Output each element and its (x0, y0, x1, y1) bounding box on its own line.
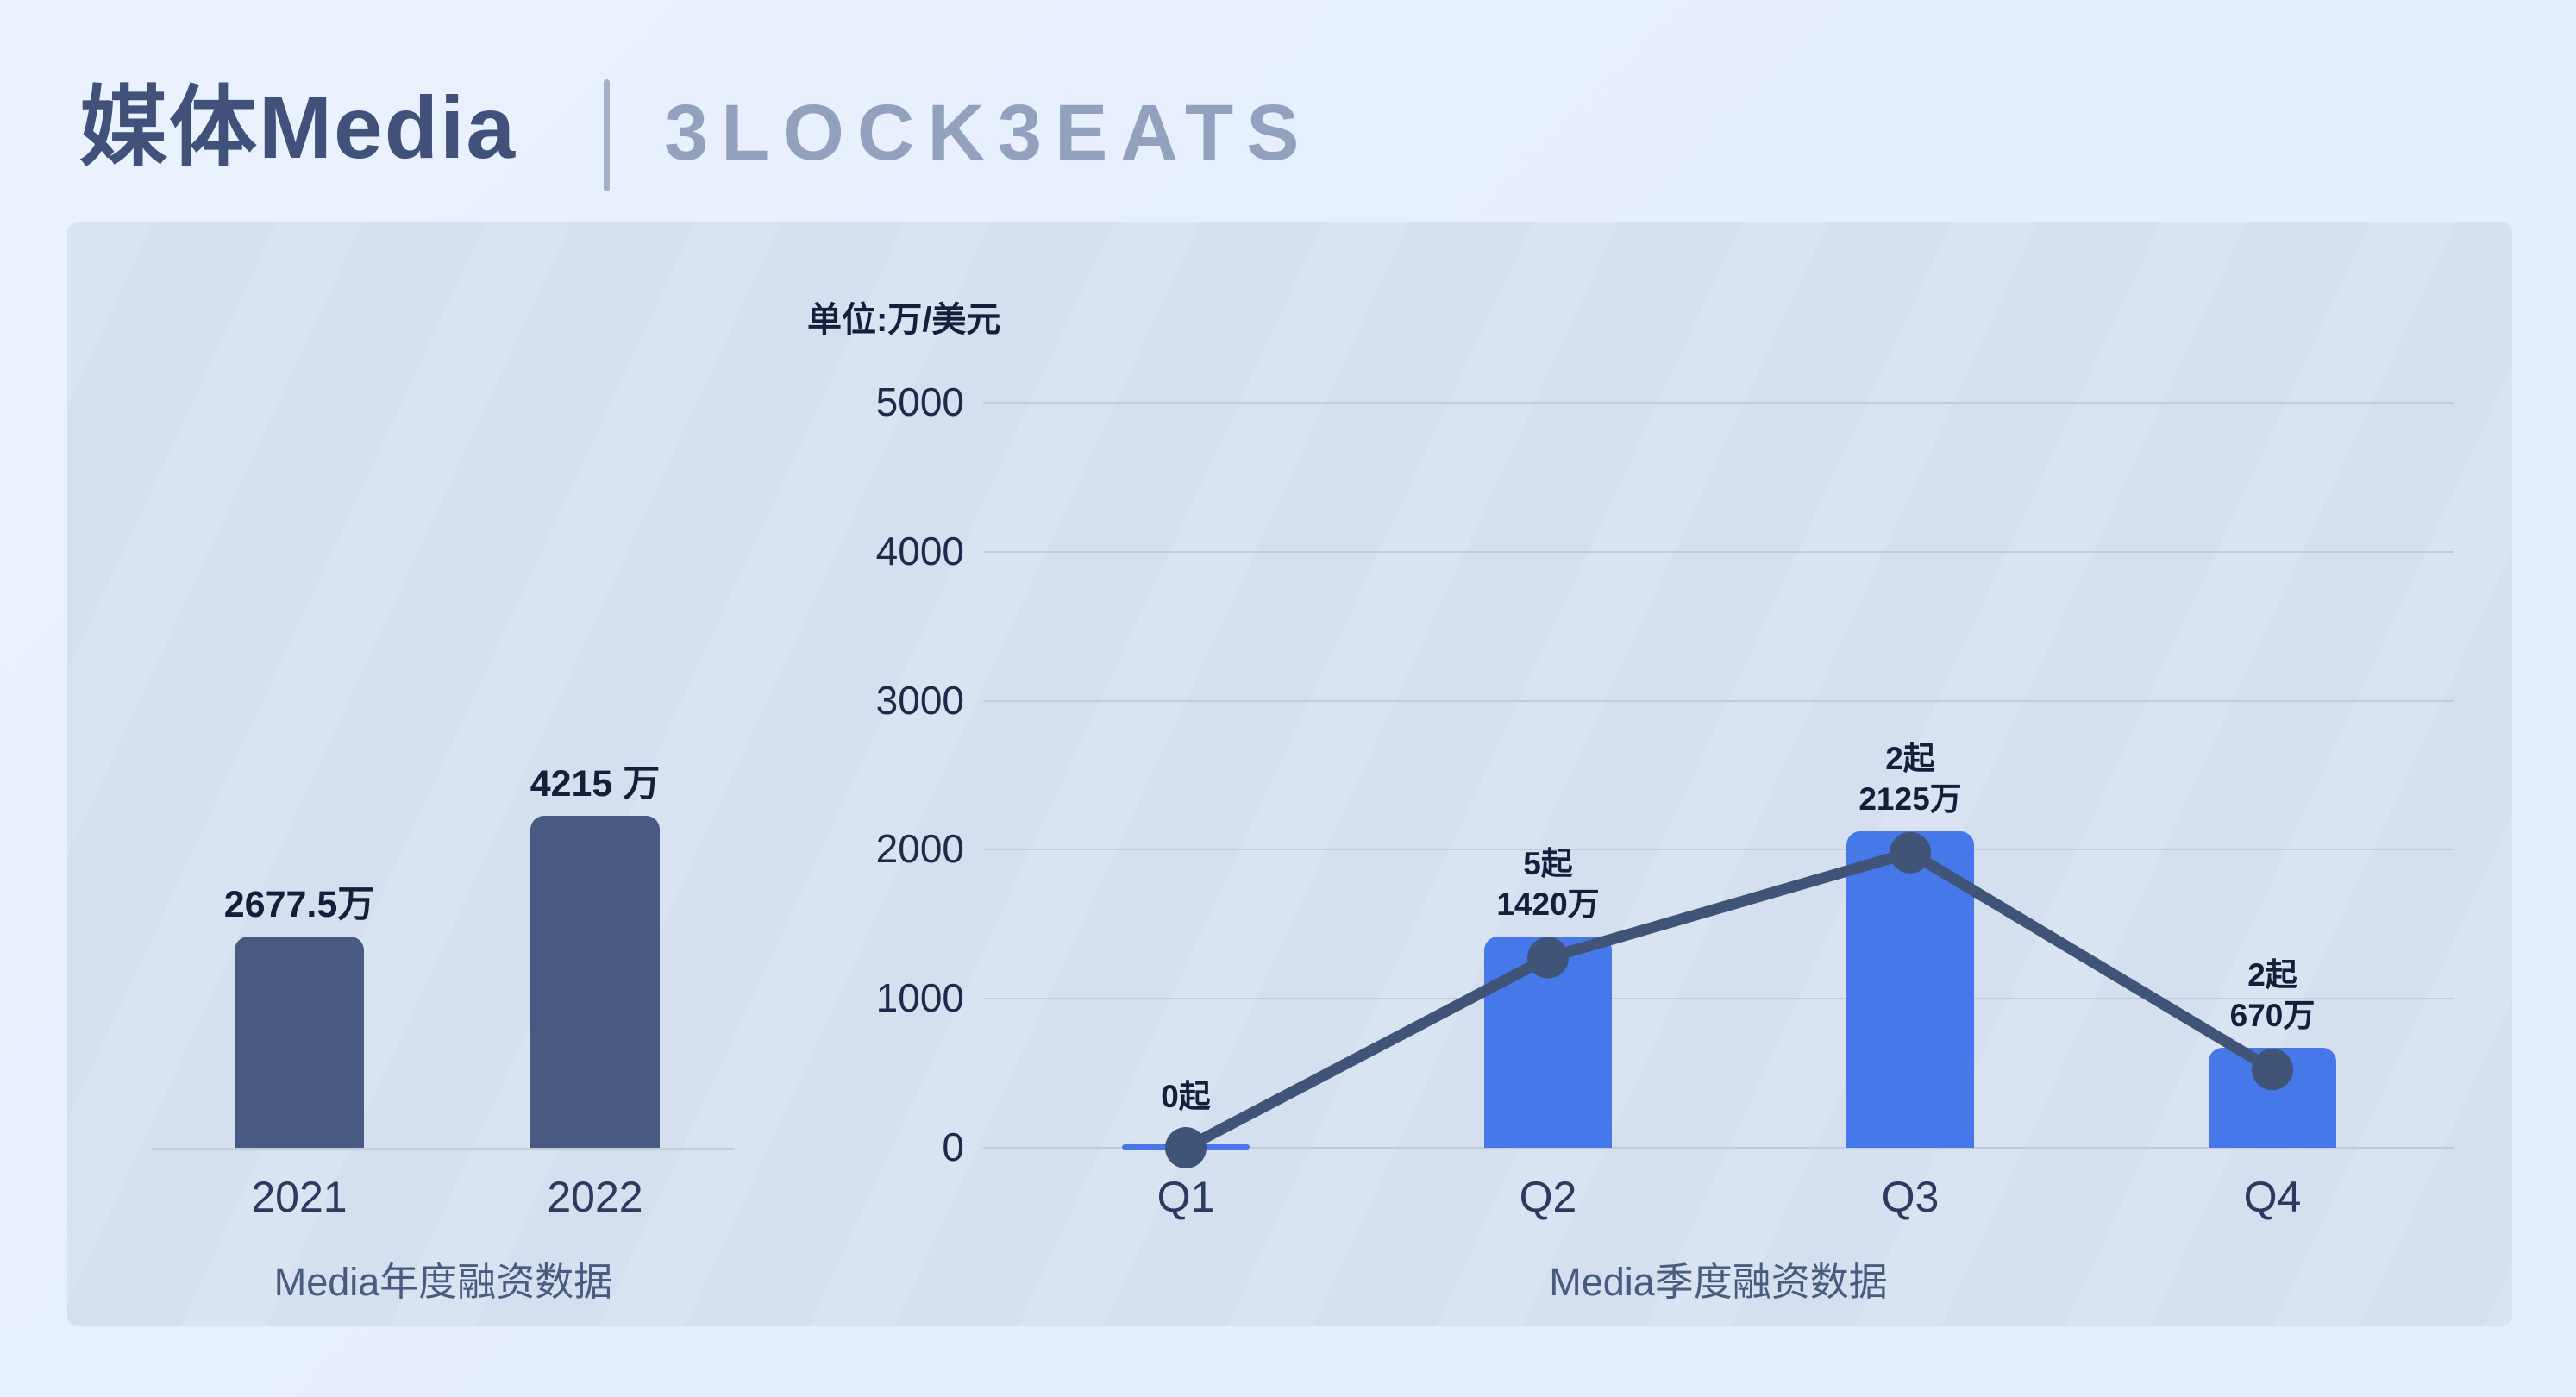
annual-bar-value-label: 4215 万 (530, 763, 661, 805)
y-tick-label: 0 (942, 1124, 964, 1169)
y-axis-unit-label: 单位:万/美元 (807, 301, 1001, 339)
quarterly-x-tick-label: Q1 (1156, 1173, 1215, 1221)
y-tick-label: 4000 (875, 528, 964, 573)
annual-x-tick-label: 2022 (547, 1173, 643, 1221)
trend-line-svg (1165, 831, 2293, 1168)
gridline-y0 (983, 1147, 2454, 1149)
page-title: 媒体Media (79, 78, 517, 177)
gridline-y1000 (983, 998, 2454, 1000)
annual-funding-chart: 2677.5万 2021 4215 万 2022 Media年度融资数据 (67, 222, 2512, 1326)
quarterly-funding-chart: 5000 4000 3000 2000 1000 0 0起 Q1 5起 1420万 Q2 2起 21… (67, 222, 2512, 1326)
gridline-y4000 (983, 550, 2454, 553)
quarterly-x-tick-label: Q4 (2243, 1173, 2302, 1221)
trend-point (1890, 831, 1931, 874)
quarterly-data-label: 2起 670万 (2229, 957, 2316, 1034)
quarterly-data-label: 5起 1420万 (1496, 845, 1600, 922)
annual-bar (530, 816, 660, 1148)
y-tick-label: 2000 (875, 826, 964, 872)
quarterly-x-tick-label: Q3 (1881, 1173, 1940, 1221)
chart-card: 单位:万/美元 2677.5万 2021 4215 万 2022 Media年度融资数据… (67, 222, 2512, 1326)
y-tick-label: 5000 (875, 379, 964, 424)
annual-x-tick-label: 2021 (251, 1173, 348, 1221)
quarterly-data-label: 2起 2125万 (1858, 740, 1962, 817)
brand-divider (604, 79, 610, 191)
baseline-gridline (152, 1148, 735, 1150)
y-tick-label: 3000 (875, 677, 964, 723)
quarterly-x-tick-label: Q2 (1519, 1173, 1577, 1221)
blockbeats-logo: 3LOCK3EATS (664, 89, 1313, 177)
annual-chart-caption: Media年度融资数据 (273, 1260, 613, 1304)
trend-point (1527, 937, 1569, 979)
quarterly-data-label: 0起 (1161, 1079, 1211, 1114)
gridline-y5000 (983, 402, 2454, 404)
annual-bar-value-label: 2677.5万 (223, 884, 375, 926)
annual-bar (235, 937, 364, 1148)
y-tick-label: 1000 (875, 975, 964, 1021)
quarterly-chart-caption: Media季度融资数据 (1549, 1260, 1888, 1304)
gridline-y3000 (983, 699, 2454, 702)
trend-point (1165, 1127, 1207, 1168)
gridline-y2000 (983, 849, 2454, 851)
trend-line (1180, 847, 2278, 1154)
trend-point (2252, 1049, 2293, 1091)
